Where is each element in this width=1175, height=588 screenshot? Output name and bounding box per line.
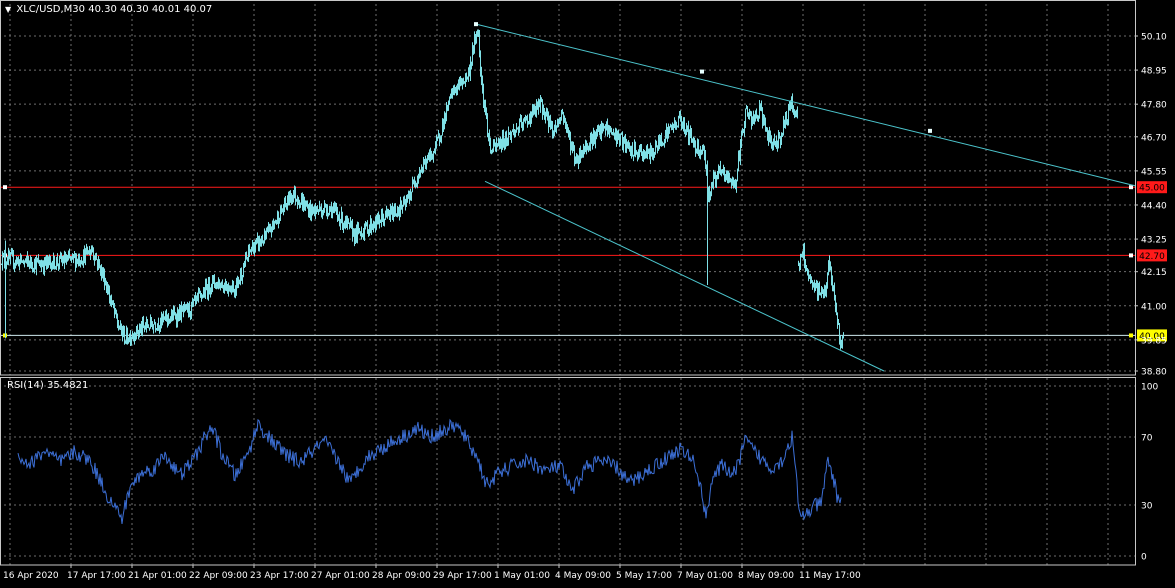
time-axis-label: 29 Apr 17:00 [433, 571, 492, 581]
price-axis-label: 43.25 [1141, 236, 1167, 246]
price-axis-label: 39.85 [1141, 336, 1167, 346]
price-axis-label: 44.40 [1141, 201, 1167, 211]
price-panel-frame [0, 0, 1136, 376]
trendline-anchor-marker [928, 128, 932, 133]
rsi-indicator-label: RSI(14) 35.4821 [7, 380, 89, 391]
time-axis-label: 28 Apr 09:00 [372, 571, 431, 581]
time-axis-label: 4 May 09:00 [555, 571, 611, 581]
price-axis-label: 38.80 [1141, 368, 1167, 378]
rsi-axis-label: 30 [1141, 502, 1153, 512]
price-axis-label: 47.80 [1141, 101, 1167, 111]
current-price-tag-bg [1137, 329, 1167, 342]
time-axis-label: 21 Apr 01:00 [128, 571, 187, 581]
grid-layer [4, 4, 1135, 565]
price-axis-label: 50.10 [1141, 33, 1167, 43]
time-axis-label: 1 May 01:00 [494, 571, 550, 581]
price-axis-label: 45.55 [1141, 167, 1167, 177]
trendline [484, 180, 885, 372]
rsi-axis-label: 0 [1141, 553, 1147, 563]
rsi-series-layer [17, 418, 842, 524]
trendline-anchor-marker [474, 22, 478, 27]
collapse-triangle-icon[interactable]: ▼ [5, 5, 12, 14]
trendlines-layer [474, 22, 1136, 372]
frame-layer [0, 0, 1136, 566]
rsi-axis-label: 100 [1141, 383, 1158, 393]
time-axis-label: 27 Apr 01:00 [311, 571, 370, 581]
time-axis-label: 5 May 17:00 [616, 571, 672, 581]
symbol-label: XLC/USD,M30 [16, 4, 86, 15]
time-axis-label: 23 Apr 17:00 [250, 571, 309, 581]
time-axis-label: 7 May 01:00 [677, 571, 733, 581]
ohlc-values: 40.30 40.30 40.01 40.07 [88, 4, 213, 15]
price-tag-bg [1137, 181, 1167, 194]
chart-title: ▼ XLC/USD,M30 40.30 40.30 40.01 40.07 [5, 4, 212, 15]
axis-labels-layer: 50.10 48.95 47.80 46.70 45.55 44.40 43.25 42.15… [3, 33, 1167, 582]
time-axis-label: 16 Apr 2020 [3, 571, 59, 581]
time-axis-label: 11 May 17:00 [799, 571, 861, 581]
trendline [475, 23, 1136, 187]
time-axis-label: 8 May 09:00 [738, 571, 794, 581]
rsi-axis-label: 70 [1141, 434, 1153, 444]
resistance-price-tag: 45.00 [1139, 184, 1165, 194]
resistance-price-tag: 42.70 [1139, 252, 1165, 262]
price-axis-label: 41.00 [1141, 302, 1167, 312]
price-axis-label: 42.15 [1141, 268, 1167, 278]
current-price-tag: 40.00 [1139, 332, 1165, 342]
price-series-layer [0, 29, 844, 350]
price-tag-bg [1137, 249, 1167, 262]
line-handle-marker [1129, 333, 1133, 338]
price-axis-label: 48.95 [1141, 67, 1167, 77]
trendline-anchor-marker [700, 69, 704, 74]
time-axis-label: 17 Apr 17:00 [67, 571, 126, 581]
line-handle-marker [1129, 253, 1133, 258]
rsi-panel-frame [0, 377, 1136, 566]
line-handle-marker [1129, 185, 1133, 190]
price-axis-label: 46.70 [1141, 133, 1167, 143]
line-handle-marker [3, 185, 7, 190]
time-axis-label: 22 Apr 09:00 [189, 571, 248, 581]
rsi-line [17, 418, 842, 524]
